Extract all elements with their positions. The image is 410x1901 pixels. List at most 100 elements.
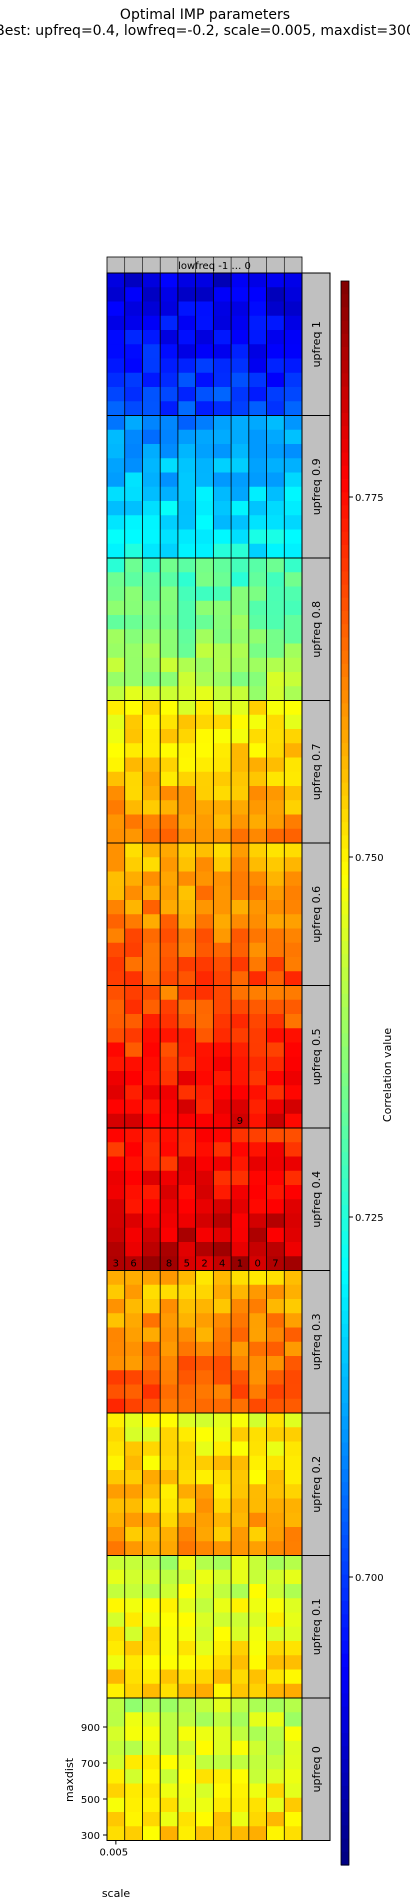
heatmap-cell [231,1056,250,1072]
heatmap-cell [177,1028,197,1043]
heatmap-cell [124,942,143,958]
heatmap-cell [160,914,179,929]
heatmap-cell [248,1527,267,1542]
heatmap-cell [160,1028,179,1043]
colorbar-segment [341,1680,349,1694]
heatmap-cell [142,999,161,1015]
heatmap-cell [248,1498,267,1514]
colorbar-segment [341,1587,349,1602]
heatmap-cell [107,1042,126,1058]
heatmap-cell [177,1056,197,1072]
heatmap-cell [177,486,197,502]
heatmap-cell [160,1398,179,1414]
heatmap-cell [213,444,232,459]
heatmap-cell [124,344,143,359]
heatmap-cell [142,1527,161,1542]
heatmap-cell [266,444,285,459]
heatmap-cell [231,714,250,730]
heatmap-cell [248,415,267,431]
heatmap-cell [284,1541,303,1556]
heatmap-cell [160,358,179,374]
rank-marker: 0 [254,1259,260,1270]
heatmap-cell [142,1256,161,1271]
heatmap-cell [124,1327,143,1343]
heatmap-cell [213,1755,232,1770]
colorbar-segment [341,492,349,506]
heatmap-cell [177,1170,197,1186]
heatmap-cell [248,543,267,559]
heatmap-cell [177,1071,197,1086]
heatmap-cell [124,914,143,929]
heatmap-cell [284,1170,303,1186]
heatmap-cell [266,1256,285,1271]
heatmap-cell [124,700,143,716]
heatmap-cell [124,1541,143,1556]
heatmap-cell [177,999,197,1015]
heatmap-cell [213,1498,232,1514]
heatmap-cell [142,501,161,516]
heatmap-cell [142,1341,161,1357]
heatmap-cell [266,1170,285,1186]
heatmap-cell [195,1370,214,1385]
heatmap-cell [231,1284,250,1300]
heatmap-cell [142,387,161,402]
heatmap-cell [213,1227,232,1243]
heatmap-cell [231,1327,250,1343]
heatmap-cell [231,529,250,545]
colorbar-segment [341,795,349,810]
heatmap-cell [124,1242,143,1257]
heatmap-cell [284,372,303,388]
heatmap-cell [107,714,126,730]
colorbar-segment [341,1165,349,1180]
colorbar-segment [341,822,349,836]
heatmap-cell [248,686,267,701]
heatmap-cell [195,358,214,374]
heatmap-cell [160,287,179,302]
heatmap-cell [177,1612,197,1628]
heatmap-cell [231,686,250,701]
heatmap-cell [266,501,285,516]
heatmap-cell [266,1641,285,1656]
heatmap-cell [248,1812,267,1827]
heatmap-cell [231,1455,250,1471]
colorbar-segment [341,1521,349,1536]
heatmap-cell [195,1484,214,1499]
heatmap-cell [160,1413,179,1428]
heatmap-cell [160,444,179,459]
heatmap-cell [231,985,250,1001]
panel-upfreq-0.9: upfreq 0.9 [106,415,331,559]
heatmap-cell [124,786,143,801]
heatmap-cell [142,1370,161,1385]
colorbar-segment [341,1640,349,1655]
heatmap-cell [231,1156,250,1172]
colorbar-segment [341,716,349,731]
heatmap-cell [195,1441,214,1457]
heatmap-cell [124,529,143,545]
heatmap-cell [107,1270,126,1286]
heatmap-cell [160,1113,179,1129]
colorbar-segment [341,861,349,876]
heatmap-cell [266,1427,285,1442]
heatmap-cell [195,999,214,1015]
heatmap-cell [195,301,214,317]
heatmap-cell [213,1142,232,1157]
colorbar-segment [341,1376,349,1391]
heatmap-cell [248,1213,267,1229]
heatmap-cell [213,1455,232,1471]
heatmap-cell [213,957,232,972]
heatmap-cell [177,1569,197,1585]
colorbar-segment [341,320,349,335]
heatmap-cell [284,643,303,659]
heatmap-cell [177,914,197,929]
heatmap-cell [248,885,267,901]
heatmap-cell [124,1641,143,1656]
heatmap-cell [142,985,161,1001]
heatmap-cell [266,643,285,659]
heatmap-cell [160,558,179,573]
heatmap-cell [231,273,250,288]
heatmap-cell [124,643,143,659]
heatmap-cell [142,743,161,758]
heatmap-cell [248,1797,267,1813]
heatmap-cell [284,387,303,402]
